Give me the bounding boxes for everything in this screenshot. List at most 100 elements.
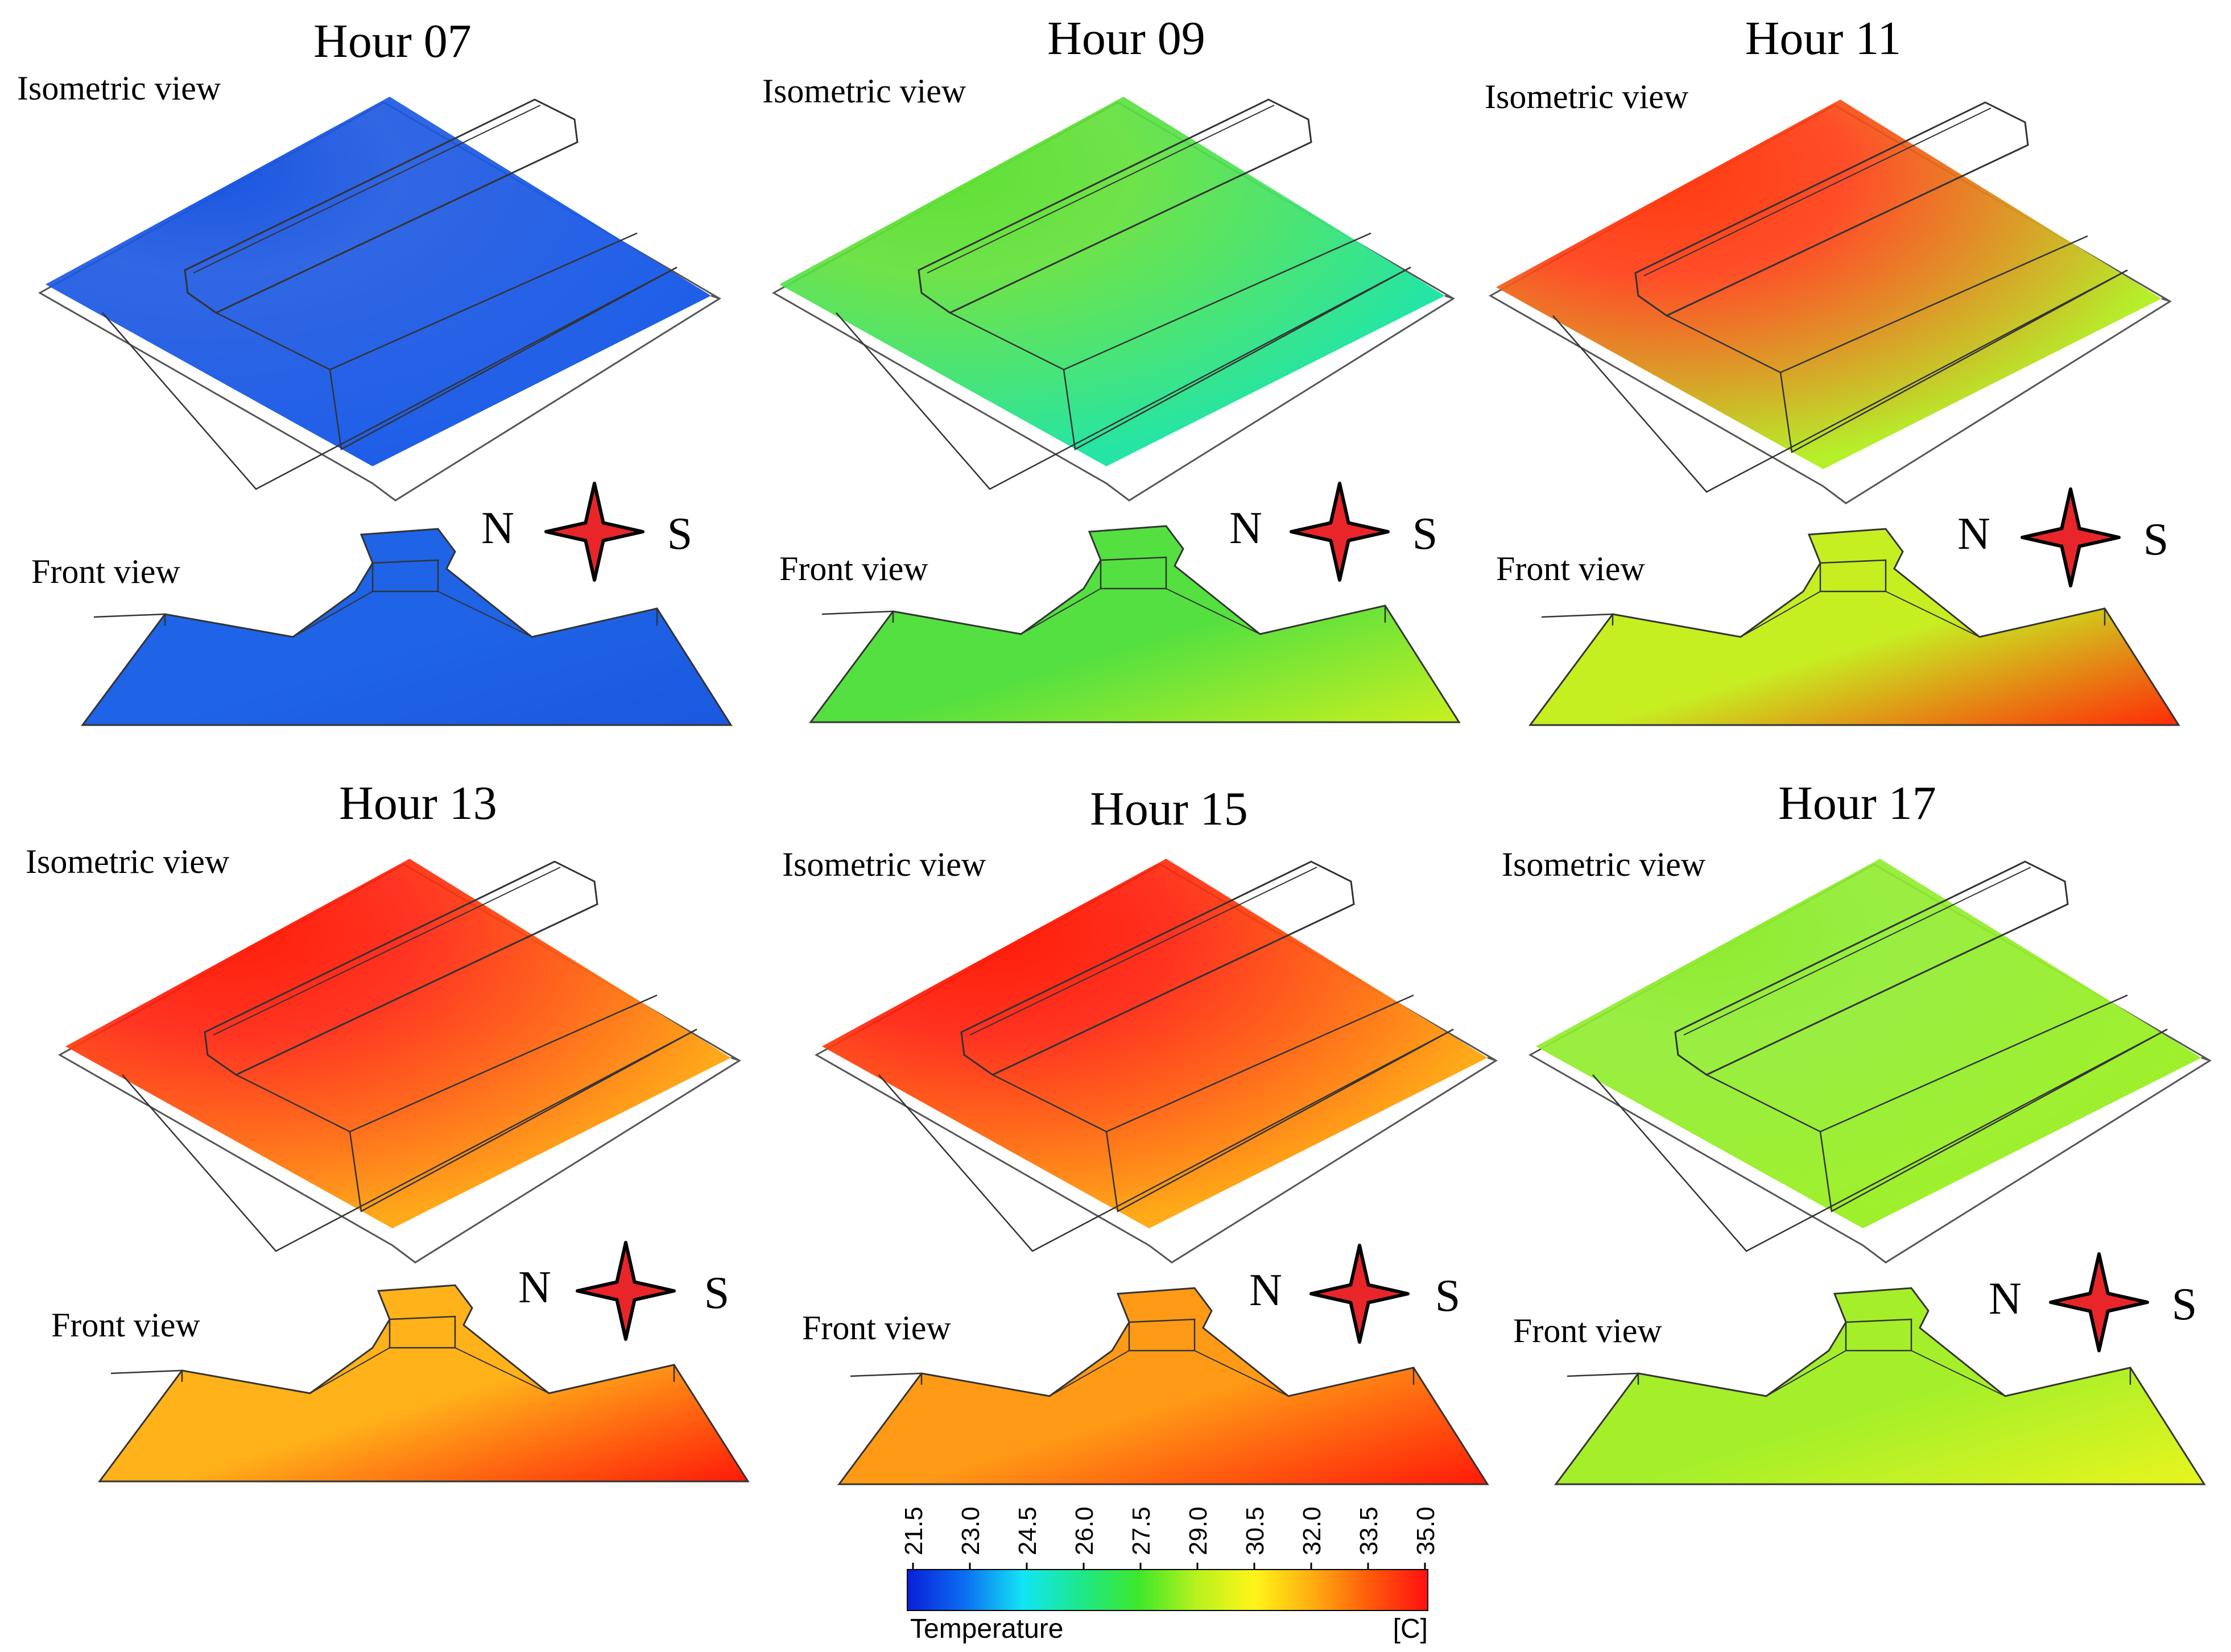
panel-hour-17: Hour 17 Isometric view Front view N S — [1502, 777, 2212, 1485]
isometric-temperature-plot — [771, 97, 1455, 502]
wireframe-line — [730, 1057, 740, 1062]
compass-south-label: S — [1412, 509, 1438, 559]
wireframe-line — [927, 105, 1275, 274]
wireframe-line — [93, 613, 166, 618]
legend-tick-labels: 21.5 23.0 24.5 26.0 27.5 29.0 30.5 32.0 33.5 35.0 — [900, 1506, 1440, 1570]
wireframe-line — [2161, 297, 2171, 303]
isometric-temperature-plot — [57, 859, 741, 1264]
wireframe-line — [1567, 1372, 1639, 1377]
wireframe-line — [821, 610, 894, 615]
legend-unit: [C] — [1393, 1614, 1428, 1644]
wireframe-line — [110, 1369, 183, 1374]
compass-icon — [1309, 1244, 1410, 1344]
compass-north-label: N — [481, 503, 514, 553]
front-view-label: Front view — [779, 550, 928, 587]
isometric-view-label: Isometric view — [1485, 78, 1689, 115]
wireframe-line — [1049, 1350, 1130, 1397]
compass-icon — [2021, 487, 2121, 587]
wireframe-line — [1779, 269, 2128, 453]
compass-star-icon — [544, 482, 644, 582]
compass-north-label: N — [1249, 1265, 1282, 1315]
wireframe-line — [1740, 591, 1821, 637]
compass-icon — [1290, 482, 1390, 582]
wireframe-line — [329, 266, 677, 450]
legend-tick-label: 32.0 — [1298, 1506, 1326, 1555]
ridge-vent-outline — [1634, 101, 2029, 317]
wireframe-line — [193, 105, 541, 274]
legend-title: Temperature — [910, 1614, 1063, 1644]
compass-south-label: S — [704, 1268, 730, 1318]
panel-hour-11: Hour 11 Isometric view Front view N S — [1485, 12, 2180, 726]
front-temperature-plot — [81, 528, 733, 726]
wireframe-line — [710, 295, 720, 300]
front-view-label: Front view — [1496, 550, 1645, 587]
ridge-vent-outline — [184, 98, 579, 314]
isometric-temperature-plot — [1488, 100, 2172, 504]
wireframe-line — [1683, 867, 2031, 1036]
legend-tick-label: 29.0 — [1184, 1506, 1212, 1555]
front-view-label: Front view — [1513, 1312, 1662, 1349]
wireframe-line — [102, 266, 677, 490]
temperature-color-legend: 21.5 23.0 24.5 26.0 27.5 29.0 30.5 32.0 33.5 35.0… — [900, 1506, 1440, 1644]
panel-hour-13: Hour 13 Isometric view Front view N S — [26, 777, 750, 1483]
wireframe-line — [1541, 613, 1613, 618]
isometric-view-label: Isometric view — [26, 843, 230, 880]
ridge-vent-outline — [918, 98, 1312, 314]
compass-star-icon — [1309, 1244, 1410, 1344]
temperature-surface — [779, 97, 1445, 466]
compass-south-label: S — [2172, 1280, 2197, 1330]
compass-south-label: S — [667, 509, 693, 559]
temperature-surface — [46, 97, 711, 466]
isometric-view-label: Isometric view — [1502, 846, 1706, 883]
compass-star-icon — [2021, 487, 2121, 587]
legend-color-bar — [907, 1569, 1428, 1611]
front-view-label: Front view — [802, 1309, 951, 1347]
wireframe-line — [455, 1347, 550, 1394]
compass-icon — [576, 1241, 676, 1341]
ridge-vent-outline — [960, 860, 1355, 1076]
wireframe-line — [878, 1028, 1454, 1252]
front-temperature-plot — [98, 1284, 750, 1483]
legend-tick-label: 21.5 — [900, 1506, 928, 1555]
wireframe-line — [1105, 1028, 1454, 1212]
wireframe-line — [1885, 591, 1980, 637]
wireframe-line — [1444, 295, 1454, 300]
wireframe-line — [836, 266, 1411, 490]
legend-tick-label: 26.0 — [1071, 1506, 1098, 1555]
front-temperature-plot — [1554, 1287, 2206, 1485]
panel-hour-09: Hour 09 Isometric view Front view N S — [762, 12, 1461, 723]
wireframe-line — [309, 1347, 390, 1394]
compass-star-icon — [576, 1241, 676, 1341]
wireframe-line — [213, 867, 561, 1036]
temperature-surface — [1496, 100, 2162, 469]
wireframe-line — [292, 591, 373, 637]
temperature-surface — [65, 859, 731, 1228]
ridge-vent-outline — [1674, 860, 2069, 1076]
wireframe-line — [1911, 1350, 2006, 1397]
front-view-label: Front view — [51, 1306, 200, 1344]
wireframe-line — [1063, 266, 1411, 450]
compass-north-label: N — [1989, 1274, 2022, 1324]
wireframe-line — [850, 1372, 922, 1377]
compass-south-label: S — [2143, 515, 2169, 565]
wireframe-line — [349, 1028, 697, 1212]
wireframe-line — [1643, 107, 1992, 276]
wireframe-line — [122, 1028, 697, 1252]
temperature-surface — [1536, 859, 2201, 1228]
isometric-temperature-plot — [1528, 859, 2212, 1264]
panel-title: Hour 11 — [1745, 12, 1902, 65]
front-temperature-plot — [837, 1287, 1489, 1485]
wireframe-line — [1487, 1057, 1497, 1062]
compass-north-label: N — [1957, 509, 1990, 559]
compass-north-label: N — [1229, 503, 1262, 553]
compass-star-icon — [2049, 1252, 2149, 1352]
legend-tick-label: 23.0 — [957, 1506, 985, 1555]
wireframe-line — [437, 591, 532, 637]
wireframe-line — [1592, 1028, 2168, 1252]
isometric-view-label: Isometric view — [17, 69, 221, 107]
legend-tick-label: 30.5 — [1241, 1506, 1269, 1555]
wireframe-line — [1021, 588, 1101, 635]
isometric-temperature-plot — [814, 859, 1498, 1264]
wireframe-line — [1194, 1350, 1289, 1397]
